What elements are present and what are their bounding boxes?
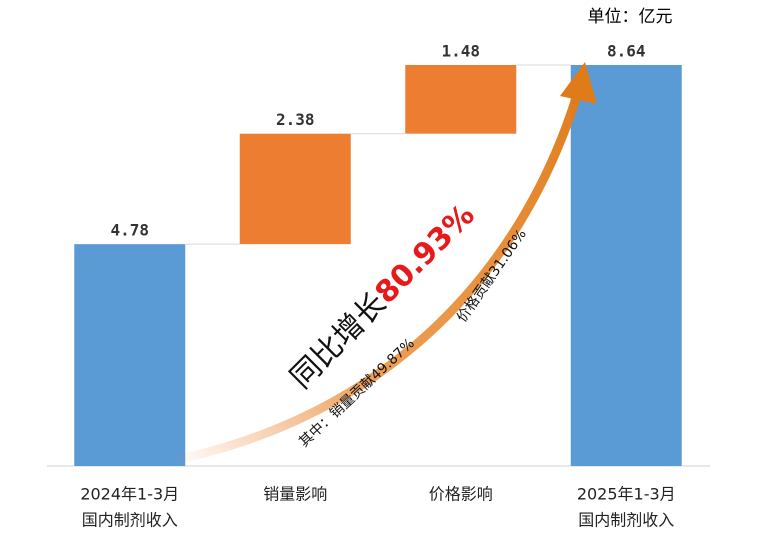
category-label: 销量影响 (263, 485, 327, 504)
arrow-head (560, 62, 597, 104)
unit-label: 单位：亿元 (588, 7, 673, 27)
price-annotation: 价格贡献31.06% (454, 227, 530, 326)
value-label: 8.64 (607, 42, 646, 61)
category-label: 国内制剂收入 (578, 511, 674, 530)
total-bar (74, 244, 186, 466)
delta-bar (239, 133, 351, 245)
category-label: 2024年1-3月 (80, 485, 179, 504)
category-label: 2025年1-3月 (577, 485, 676, 504)
total-bar (570, 65, 682, 466)
category-label: 价格影响 (429, 485, 493, 504)
value-label: 1.48 (441, 42, 480, 61)
value-label: 2.38 (276, 110, 315, 129)
value-label: 4.78 (110, 221, 149, 240)
plot-area: 4.782024年1-3月国内制剂收入2.38销量影响1.48价格影响8.642… (47, 42, 710, 530)
delta-bar (405, 65, 517, 134)
category-label: 国内制剂收入 (82, 511, 178, 530)
growth-arrow (160, 87, 583, 467)
